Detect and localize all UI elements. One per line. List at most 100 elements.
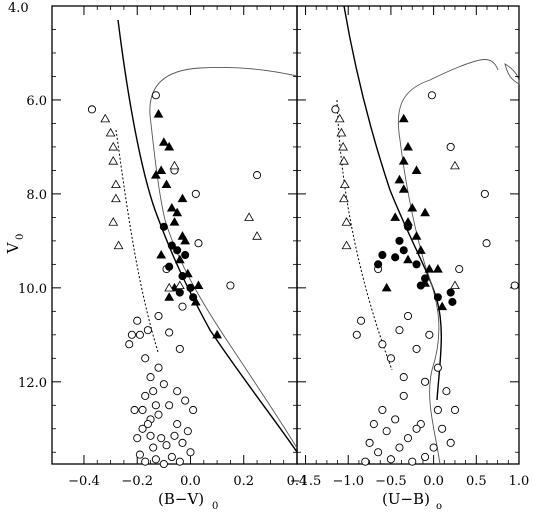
left-open-circle-point <box>133 434 142 443</box>
right-open-circle-point <box>455 265 464 274</box>
left-x-tick-label: 0.4 <box>287 474 308 489</box>
left-open-circle-point <box>162 441 171 450</box>
left-open-circle-point <box>178 438 187 447</box>
right-open-circle-point <box>369 420 378 429</box>
left-isochrone-main <box>117 19 298 453</box>
right-open-circle-point <box>510 281 519 290</box>
left-open-circle-point <box>159 459 168 469</box>
left-curves <box>115 19 298 453</box>
right-filled-circle-point <box>446 288 455 297</box>
left-filled-triangle-point <box>156 165 167 174</box>
right-open-circle-point <box>412 344 421 353</box>
y-axis-title-main: V <box>4 241 22 254</box>
left-open-triangle-point <box>108 217 119 226</box>
y-top-label: 4.0 <box>8 1 29 16</box>
right-open-triangle-point <box>450 160 460 170</box>
left-open-circle-point <box>138 424 147 433</box>
right-isochrone-main <box>343 5 442 401</box>
left-open-circle-point <box>154 410 163 419</box>
left-open-circle-point <box>151 401 160 410</box>
left-open-circle-point <box>125 340 134 349</box>
left-open-circle-point <box>173 387 182 396</box>
right-open-circle-point <box>429 443 438 452</box>
right-x-tick-label: −1.0 <box>332 474 364 489</box>
left-open-circle-point <box>141 391 150 400</box>
left-filled-triangle-point <box>166 202 177 212</box>
left-open-circle-point <box>146 431 155 440</box>
right-open-circle-point <box>446 438 455 447</box>
right-open-circle-point <box>450 405 460 415</box>
left-open-circle-point <box>183 427 192 436</box>
y-axis-title: V 0 <box>4 234 26 255</box>
left-filled-triangle-point <box>156 249 167 259</box>
left-open-circle-point <box>165 328 174 337</box>
right-open-circle-point <box>421 377 430 386</box>
right-filled-triangle-point <box>390 212 401 221</box>
left-filled-triangle-point <box>174 254 185 264</box>
right-x-tick-label: 1.0 <box>509 474 530 489</box>
right-open-circle-point <box>391 415 400 424</box>
left-open-circle-point <box>173 420 182 429</box>
left-x-axis-title-sub: 0 <box>212 501 218 512</box>
right-panel-frame <box>296 5 520 465</box>
left-ticks: −0.4 −0.2 0.0 0.2 0.4 6.0 8.0 10.0 12.0 <box>18 6 307 489</box>
right-open-triangle-point <box>339 193 349 203</box>
left-open-triangle-point <box>174 280 185 290</box>
right-open-circle-point <box>403 311 413 321</box>
left-filled-circle-point <box>186 283 195 292</box>
right-open-circle-point <box>433 405 442 415</box>
left-open-circle-point <box>151 455 160 464</box>
right-open-circle-point <box>352 330 361 339</box>
left-open-circle-point <box>143 326 152 335</box>
left-filled-circle-point <box>159 222 168 231</box>
left-open-circle-point <box>170 431 179 440</box>
y-tick-label: 6.0 <box>26 94 47 109</box>
left-filled-triangle-point <box>190 296 201 306</box>
right-open-circle-point <box>365 438 374 447</box>
right-open-circle-point <box>386 455 395 464</box>
right-open-circle-point <box>361 457 370 466</box>
left-open-triangle-point <box>105 127 116 137</box>
left-open-triangle-point <box>113 240 124 250</box>
right-filled-circle-point <box>412 260 421 269</box>
left-open-triangle-point <box>108 156 119 165</box>
left-open-circle-point <box>135 330 144 339</box>
right-filled-triangle-point <box>407 202 418 212</box>
left-x-tick-label: 0.0 <box>180 474 201 489</box>
right-open-circle-point <box>421 452 430 462</box>
right-filled-triangle-point <box>394 174 405 184</box>
right-filled-circle-point <box>399 246 408 255</box>
right-filled-triangle-point <box>403 141 413 151</box>
left-open-triangle-point <box>100 113 111 123</box>
left-open-circle-point <box>181 396 190 405</box>
right-open-circle-point <box>386 354 395 363</box>
right-open-circle-point <box>412 424 421 433</box>
right-open-circle-point <box>399 391 408 400</box>
left-isochrone-evolved <box>149 67 298 116</box>
left-filled-circle-point <box>173 246 182 255</box>
left-open-circle-point <box>178 302 187 311</box>
left-open-circle-point <box>141 354 150 363</box>
right-filled-circle-point <box>448 297 457 306</box>
left-open-circle-point <box>154 311 163 321</box>
right-filled-triangle-point <box>432 264 443 273</box>
left-x-axis-title-main: (B−V) <box>158 490 204 508</box>
right-x-axis-title-sub: o <box>436 501 442 512</box>
right-open-triangle-point <box>450 280 460 290</box>
right-zams-dashed <box>336 99 393 371</box>
left-open-circle-point <box>253 171 262 180</box>
left-open-circle-point <box>189 405 198 415</box>
right-open-circle-point <box>427 91 436 100</box>
right-filled-triangle-point <box>398 184 409 193</box>
right-x-tick-label: −1.5 <box>290 474 322 489</box>
left-open-circle-point <box>146 373 155 382</box>
right-filled-triangle-point <box>420 278 430 287</box>
right-open-circle-point <box>403 434 413 443</box>
left-open-circle-point <box>87 105 96 114</box>
left-open-circle-point <box>151 91 160 100</box>
left-open-circle-point <box>186 448 195 457</box>
right-x-axis-title: (U−B) o <box>382 490 442 512</box>
left-filled-circle-point <box>181 250 190 260</box>
left-filled-triangle-point <box>158 137 169 146</box>
